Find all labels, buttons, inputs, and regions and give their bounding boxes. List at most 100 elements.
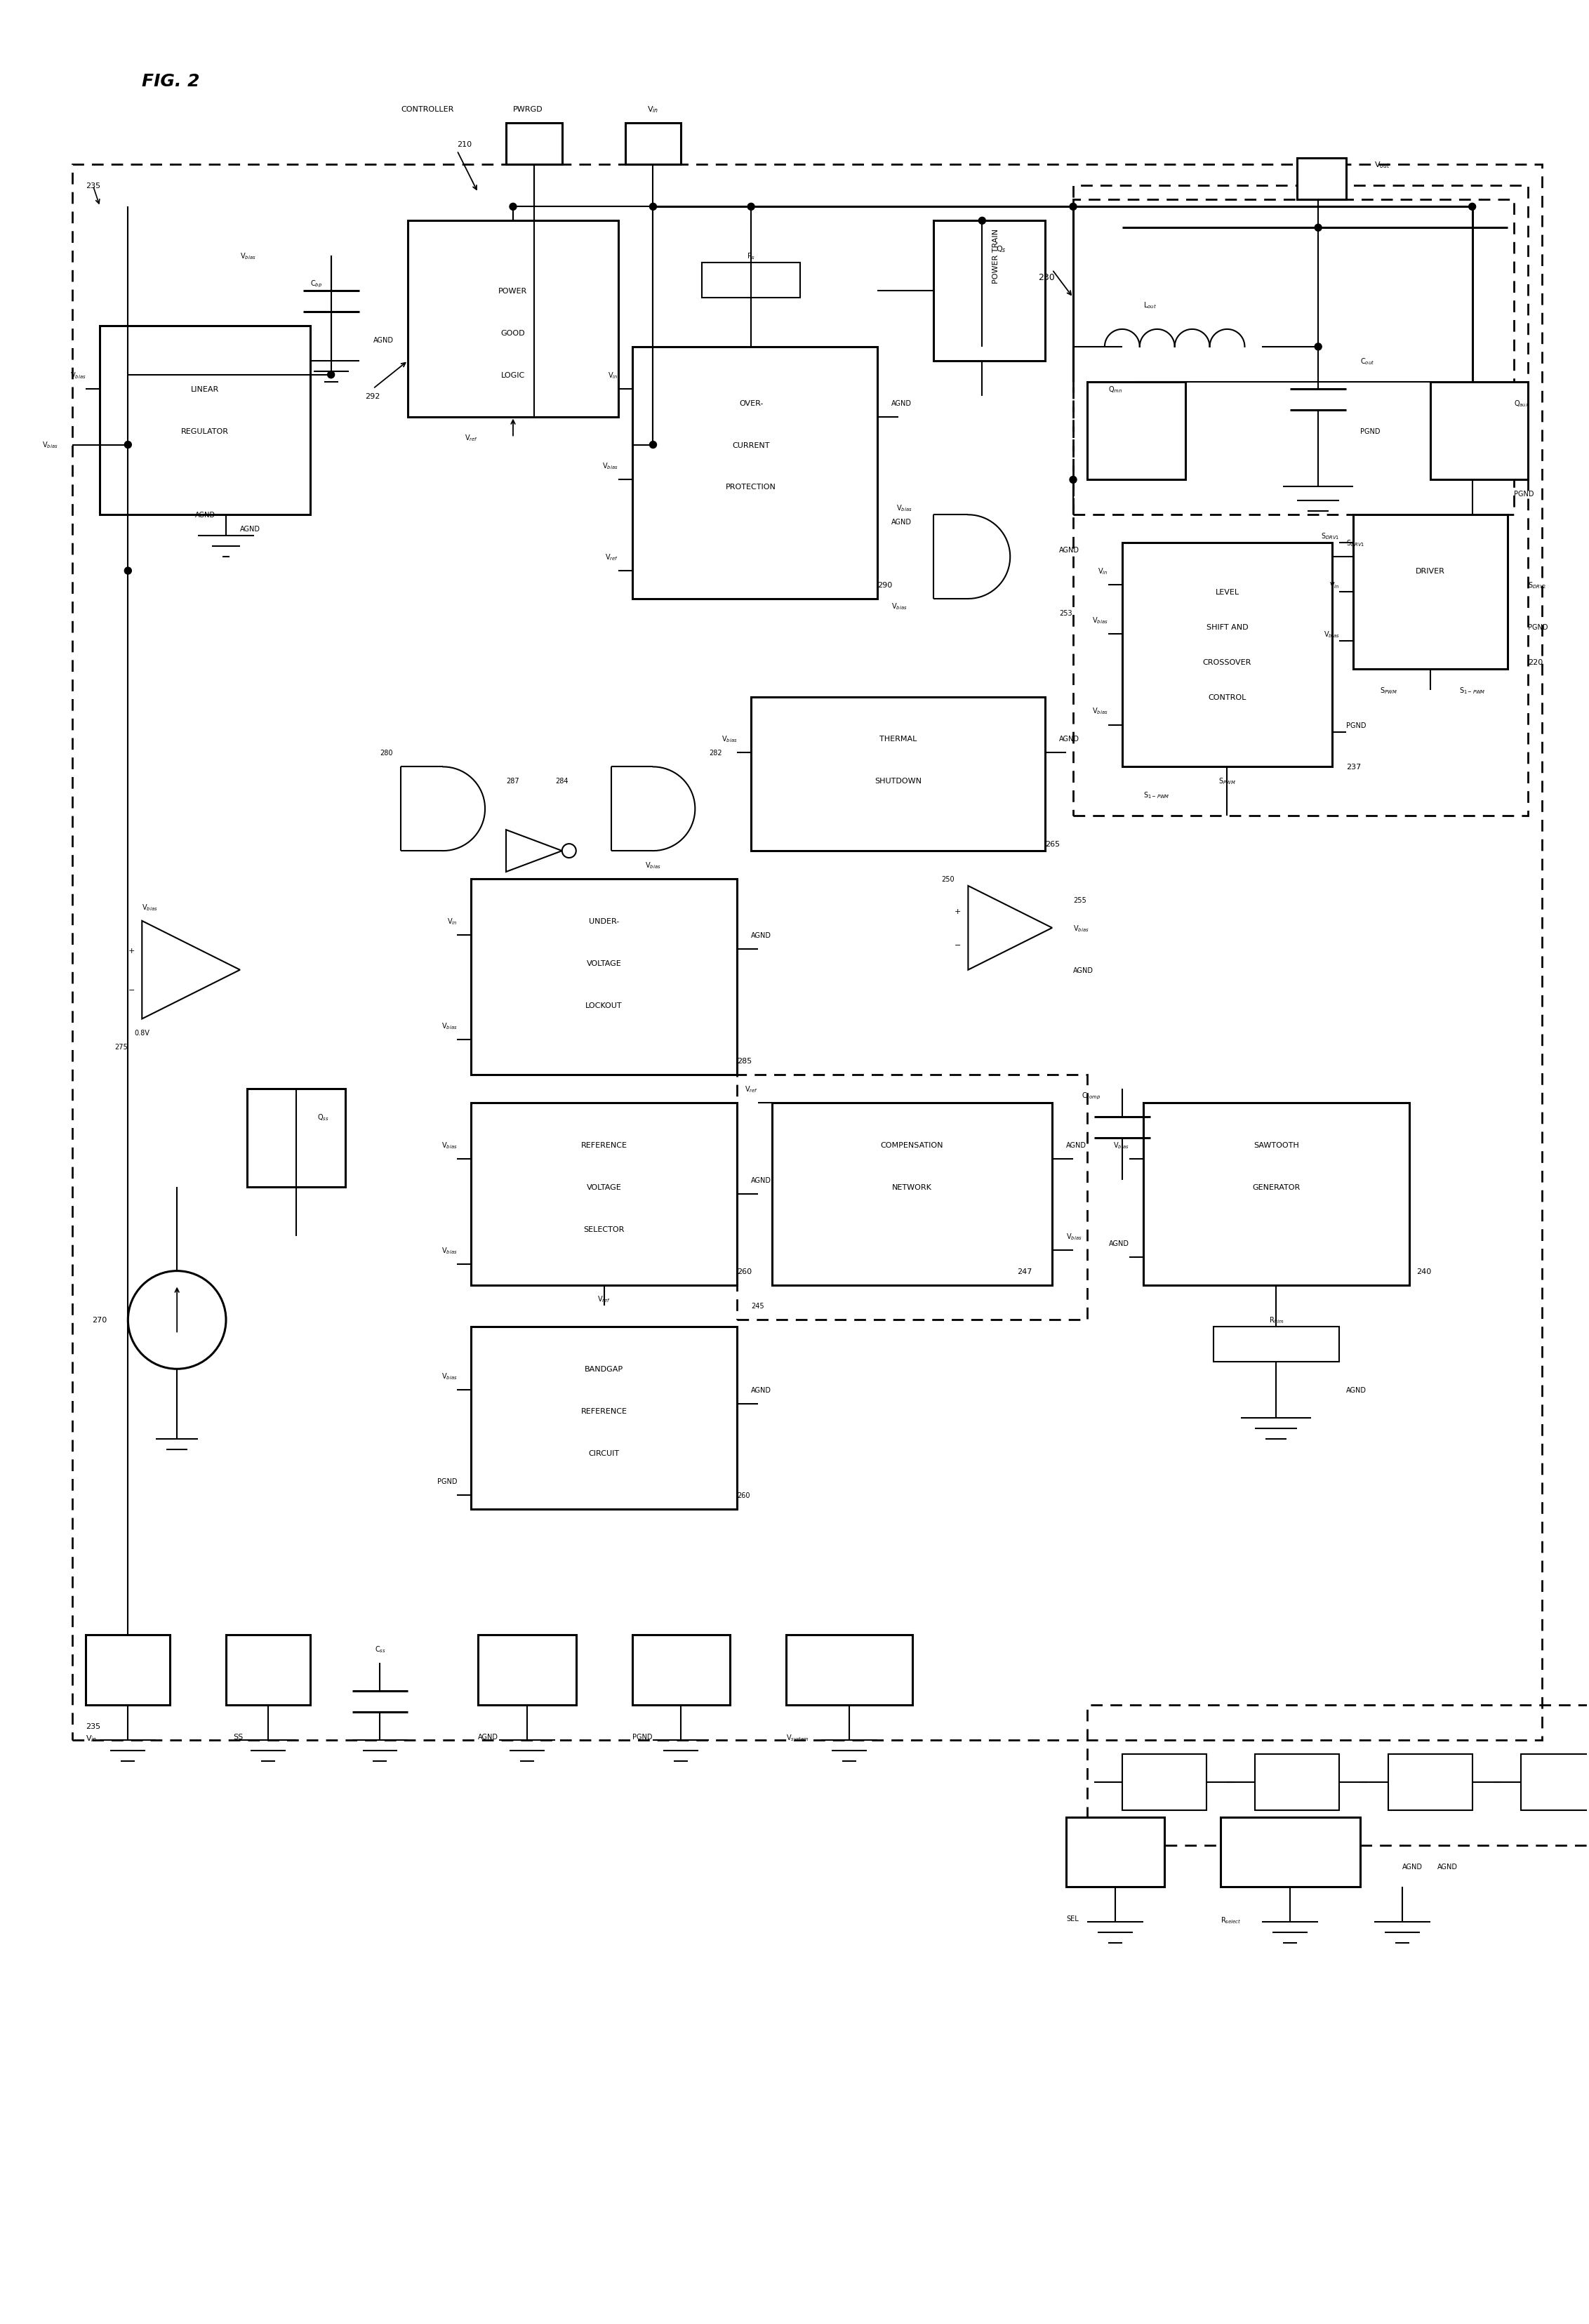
- Text: POWER: POWER: [499, 288, 528, 295]
- Text: 292: 292: [365, 393, 380, 400]
- Polygon shape: [968, 885, 1052, 969]
- Bar: [478, 1636, 577, 1706]
- Text: V$_{bias}$: V$_{bias}$: [1092, 616, 1108, 625]
- Text: C$_{comp}$: C$_{comp}$: [1082, 1092, 1101, 1102]
- Text: 230: 230: [1038, 272, 1055, 281]
- Text: C$_{out}$: C$_{out}$: [1360, 356, 1374, 367]
- Bar: [1073, 186, 1529, 816]
- Text: V$_{bias}$: V$_{bias}$: [442, 1246, 458, 1255]
- Circle shape: [1069, 205, 1077, 211]
- Text: AGND: AGND: [752, 1387, 771, 1394]
- Text: AGND: AGND: [478, 1734, 499, 1741]
- Text: AGND: AGND: [891, 400, 912, 407]
- Text: 285: 285: [737, 1057, 752, 1064]
- Bar: [702, 263, 801, 297]
- Text: THERMAL: THERMAL: [879, 737, 917, 744]
- Text: BANDGAP: BANDGAP: [585, 1367, 623, 1373]
- Text: 210: 210: [458, 142, 472, 149]
- Text: S$_{DRV2}$: S$_{DRV2}$: [1529, 581, 1546, 590]
- Text: GOOD: GOOD: [501, 330, 526, 337]
- Text: 220: 220: [1529, 658, 1543, 665]
- Text: V$_{ref}$: V$_{ref}$: [464, 432, 478, 444]
- Text: V$_{bias}$: V$_{bias}$: [442, 1020, 458, 1032]
- Text: 265: 265: [1046, 841, 1060, 848]
- Circle shape: [747, 205, 755, 211]
- Bar: [246, 1090, 345, 1188]
- Bar: [1297, 158, 1346, 200]
- Text: 260: 260: [737, 1267, 752, 1274]
- Text: AGND: AGND: [1401, 1862, 1422, 1871]
- Circle shape: [129, 1271, 226, 1369]
- Text: AGND: AGND: [1060, 737, 1079, 744]
- Text: 0.8V: 0.8V: [135, 1030, 149, 1037]
- Text: AGND: AGND: [240, 525, 261, 532]
- Circle shape: [979, 218, 985, 225]
- Text: +: +: [955, 909, 961, 916]
- Text: V$_{bias}$: V$_{bias}$: [1092, 706, 1108, 716]
- Text: S$_{PWM}$: S$_{PWM}$: [1379, 686, 1397, 695]
- Text: +: +: [129, 948, 135, 955]
- Text: V$_{bias}$: V$_{bias}$: [240, 251, 256, 260]
- Bar: [470, 1327, 737, 1508]
- Text: SHIFT AND: SHIFT AND: [1206, 623, 1247, 630]
- Text: V$_{in}$: V$_{in}$: [1098, 567, 1108, 576]
- Bar: [505, 123, 563, 165]
- Text: VOLTAGE: VOLTAGE: [586, 1183, 621, 1190]
- Text: AGND: AGND: [752, 932, 771, 939]
- Text: V$_{in}$: V$_{in}$: [609, 370, 618, 381]
- Bar: [1220, 1817, 1360, 1887]
- Text: V$_{bias}$: V$_{bias}$: [141, 902, 157, 911]
- Text: POWER TRAIN: POWER TRAIN: [993, 228, 999, 284]
- Text: LINEAR: LINEAR: [191, 386, 219, 393]
- Text: S$_{DRV1}$: S$_{DRV1}$: [1320, 532, 1340, 541]
- Text: S$_{PWM}$: S$_{PWM}$: [1219, 776, 1236, 786]
- Circle shape: [650, 442, 656, 449]
- Text: V$_{bias}$: V$_{bias}$: [1073, 923, 1088, 932]
- Bar: [1066, 1817, 1165, 1887]
- Text: V$_{bias}$: V$_{bias}$: [43, 439, 57, 451]
- Text: AGND: AGND: [1436, 1862, 1457, 1871]
- Text: V$_{system}$: V$_{system}$: [787, 1734, 809, 1743]
- Text: REFERENCE: REFERENCE: [582, 1408, 628, 1415]
- Text: PGND: PGND: [437, 1478, 458, 1485]
- Text: DRIVER: DRIVER: [1416, 567, 1444, 574]
- Text: 247: 247: [1017, 1267, 1033, 1274]
- Text: VOLTAGE: VOLTAGE: [586, 960, 621, 967]
- Bar: [624, 123, 682, 165]
- Text: V$_{bias}$: V$_{bias}$: [891, 602, 907, 611]
- Text: S$_{DRV1}$: S$_{DRV1}$: [1346, 539, 1365, 548]
- Text: R$_{irim}$: R$_{irim}$: [1268, 1315, 1284, 1325]
- Text: PWRGD: PWRGD: [513, 105, 543, 114]
- Bar: [1389, 1755, 1473, 1810]
- Text: LOGIC: LOGIC: [501, 372, 524, 379]
- Text: AGND: AGND: [373, 337, 394, 344]
- Bar: [1255, 1755, 1340, 1810]
- Text: Q$_s$: Q$_s$: [996, 244, 1006, 253]
- Text: AGND: AGND: [891, 518, 912, 525]
- Text: S$_{1-PWM}$: S$_{1-PWM}$: [1142, 790, 1170, 799]
- Bar: [1073, 200, 1514, 516]
- Bar: [1122, 1755, 1206, 1810]
- Text: V$_{ref}$: V$_{ref}$: [597, 1294, 610, 1304]
- Text: C$_{bp}$: C$_{bp}$: [310, 279, 323, 288]
- Text: COMPENSATION: COMPENSATION: [880, 1141, 944, 1148]
- Text: SELECTOR: SELECTOR: [583, 1225, 624, 1232]
- Text: Q$_{aux}$: Q$_{aux}$: [1514, 397, 1530, 409]
- Text: PGND: PGND: [632, 1734, 651, 1741]
- Bar: [226, 1636, 310, 1706]
- Circle shape: [1468, 205, 1476, 211]
- Text: S$_{1-PWM}$: S$_{1-PWM}$: [1459, 686, 1486, 695]
- Text: Q$_{mn}$: Q$_{mn}$: [1108, 383, 1122, 395]
- Text: V$_{in}$: V$_{in}$: [447, 916, 458, 925]
- Text: V$_{ref}$: V$_{ref}$: [745, 1085, 758, 1095]
- Bar: [470, 1104, 737, 1285]
- Text: SAWTOOTH: SAWTOOTH: [1254, 1141, 1298, 1148]
- Text: SEL: SEL: [1066, 1915, 1079, 1922]
- Bar: [1521, 1755, 1589, 1810]
- Text: SHUTDOWN: SHUTDOWN: [874, 779, 922, 786]
- Text: AGND: AGND: [1073, 967, 1093, 974]
- Text: V$_{out}$: V$_{out}$: [1374, 160, 1390, 170]
- Text: 245: 245: [752, 1304, 764, 1311]
- Circle shape: [563, 844, 577, 858]
- Bar: [86, 1636, 170, 1706]
